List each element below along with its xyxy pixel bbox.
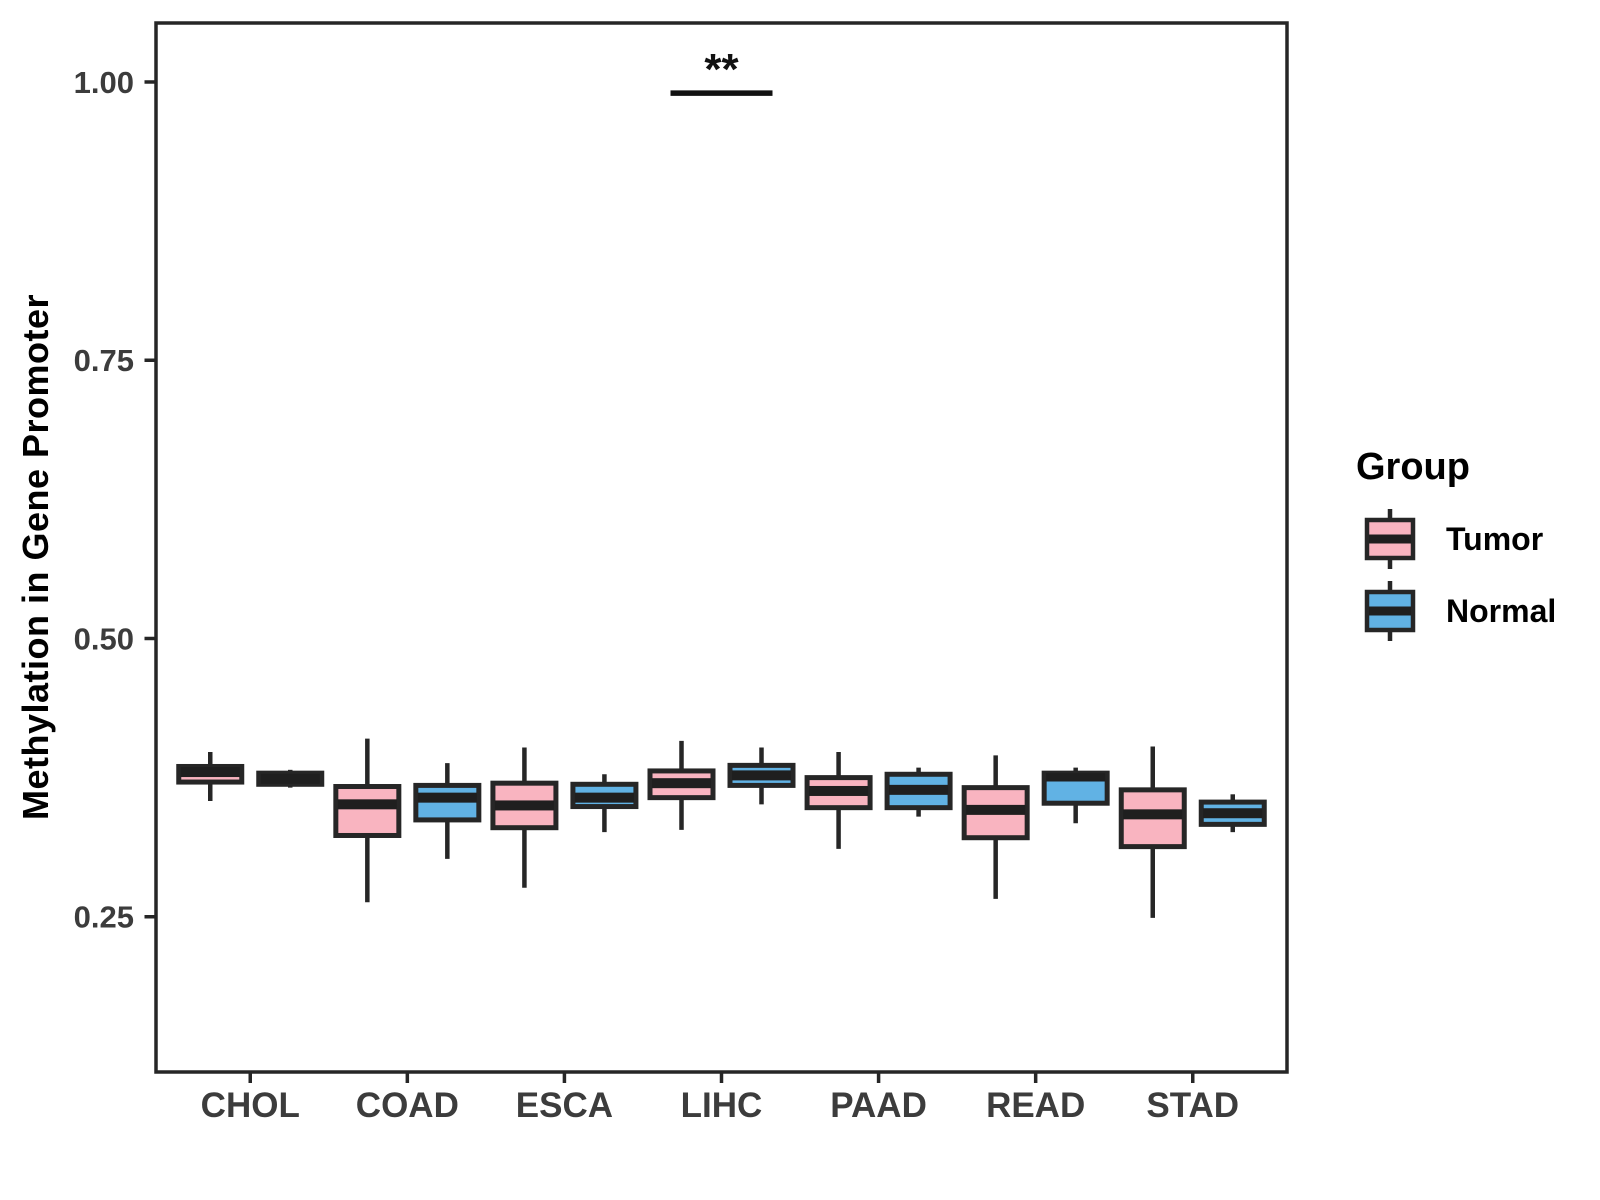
tumor-boxplot-key-icon <box>1364 509 1416 569</box>
key-median <box>1369 534 1411 544</box>
median-PAAD-Tumor <box>809 785 869 796</box>
x-tick-label-PAAD: PAAD <box>830 1086 927 1125</box>
median-CHOL-Normal <box>260 773 320 784</box>
legend: Group Tumor Normal <box>1356 446 1556 653</box>
median-STAD-Tumor <box>1123 809 1183 820</box>
box-COAD-Tumor <box>333 784 402 838</box>
median-STAD-Normal <box>1203 808 1263 819</box>
key-median <box>1369 606 1411 616</box>
median-READ-Normal <box>1046 773 1106 782</box>
y-tick-label-0.50: 0.50 <box>74 621 134 656</box>
median-LIHC-Normal <box>732 770 791 781</box>
median-COAD-Tumor <box>337 799 397 810</box>
median-LIHC-Tumor <box>652 778 711 789</box>
y-axis-title: Methylation in Gene Promoter <box>15 293 56 821</box>
median-PAAD-Normal <box>889 784 949 795</box>
y-tick-label-0.25: 0.25 <box>74 900 134 935</box>
median-ESCA-Normal <box>574 792 634 803</box>
x-tick-label-READ: READ <box>986 1086 1085 1125</box>
significance-stars-LIHC: ** <box>704 45 739 94</box>
legend-label-normal: Normal <box>1446 592 1557 629</box>
legend-title: Group <box>1356 446 1470 488</box>
x-tick-label-CHOL: CHOL <box>201 1086 300 1125</box>
plot-panel-border <box>154 21 1289 1074</box>
x-tick-label-LIHC: LIHC <box>681 1086 763 1125</box>
y-tick-label-1.00: 1.00 <box>74 65 134 100</box>
legend-label-tumor: Tumor <box>1446 520 1544 557</box>
x-tick-label-ESCA: ESCA <box>516 1086 613 1125</box>
legend-item-normal: Normal <box>1363 581 1556 641</box>
box-COAD-Normal <box>413 782 482 823</box>
x-tick-label-STAD: STAD <box>1146 1086 1239 1125</box>
median-CHOL-Tumor <box>180 767 240 778</box>
y-tick-label-0.75: 0.75 <box>74 343 134 378</box>
legend-item-tumor: Tumor <box>1363 509 1556 569</box>
median-ESCA-Tumor <box>494 800 554 811</box>
median-READ-Tumor <box>966 804 1026 815</box>
x-tick-label-COAD: COAD <box>356 1086 459 1125</box>
normal-boxplot-key-icon <box>1364 581 1416 641</box>
median-COAD-Normal <box>417 792 477 803</box>
